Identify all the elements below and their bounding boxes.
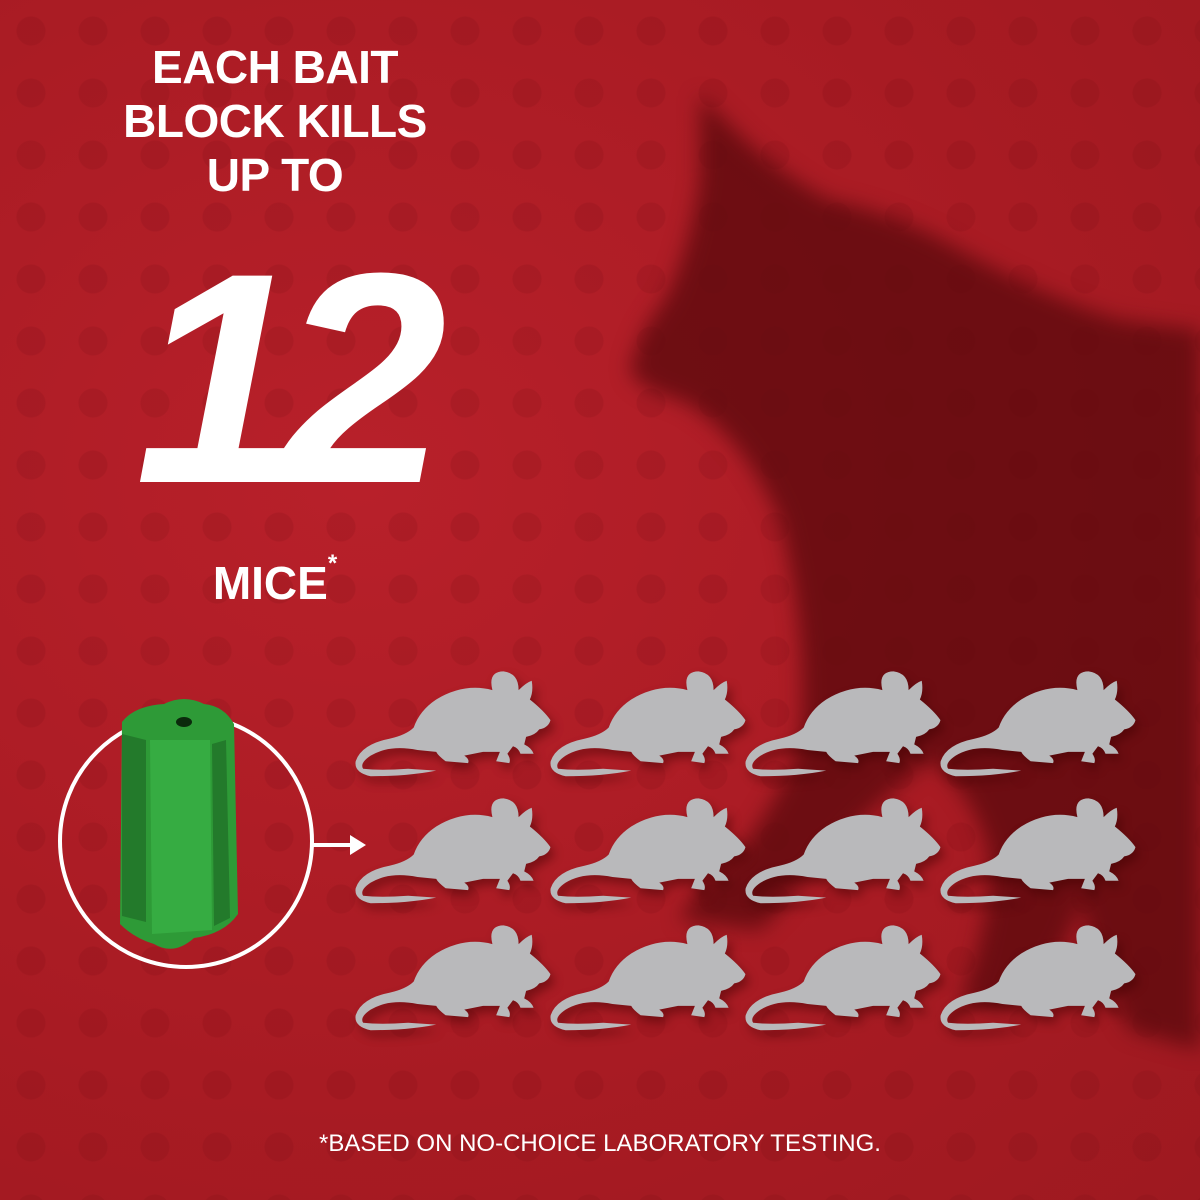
mice-grid [345, 662, 1136, 1043]
headline-line: BLOCK KILLS [123, 95, 427, 147]
arrow-line [312, 843, 354, 847]
unit-label: MICE* [60, 552, 490, 610]
unit-text: MICE [212, 557, 328, 609]
mouse-icon [735, 916, 941, 1043]
mouse-icon [930, 662, 1136, 789]
kill-count: 12 [135, 210, 447, 546]
mouse-icon [930, 789, 1136, 916]
headline-line: EACH BAIT [152, 41, 398, 93]
asterisk: * [327, 550, 338, 577]
arrow-right-icon [350, 835, 366, 855]
bait-block-icon [120, 699, 238, 949]
mouse-icon [540, 789, 746, 916]
mouse-icon [540, 662, 746, 789]
mouse-icon [345, 916, 551, 1043]
mouse-icon [735, 789, 941, 916]
mouse-icon [930, 916, 1136, 1043]
mouse-icon [540, 916, 746, 1043]
mouse-icon [735, 662, 941, 789]
mouse-icon [345, 789, 551, 916]
mouse-icon [345, 662, 551, 789]
footnote: *BASED ON NO-CHOICE LABORATORY TESTING. [319, 1130, 881, 1157]
headline-line: UP TO [206, 149, 344, 201]
headline: EACH BAIT BLOCK KILLS UP TO [60, 40, 490, 202]
